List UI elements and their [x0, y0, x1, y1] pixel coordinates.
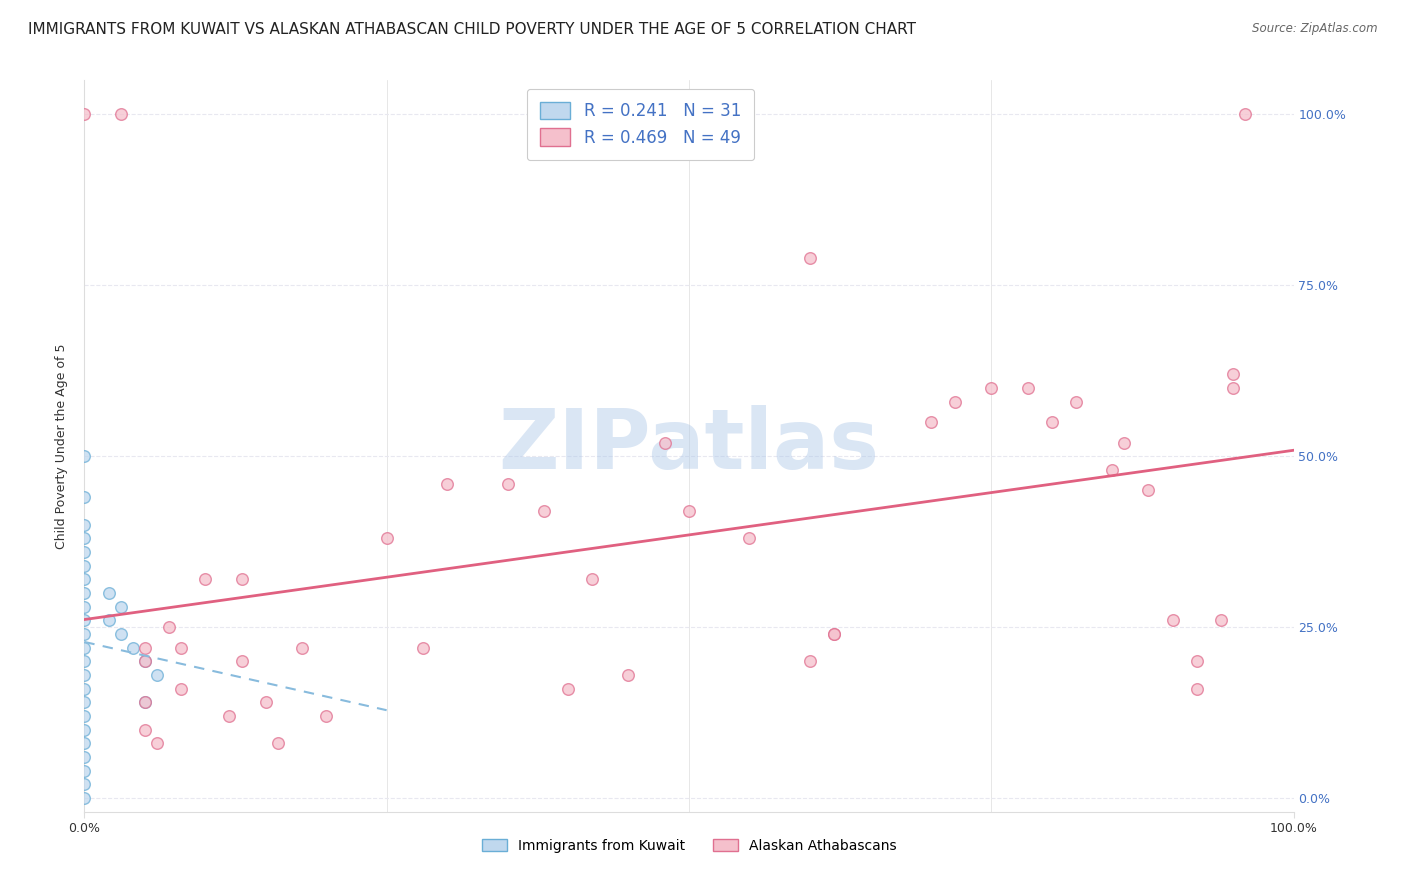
Point [73, 613, 96, 627]
Point [1064, 394, 1087, 409]
Point [315, 709, 337, 723]
Text: ZIPatlas: ZIPatlas [499, 406, 879, 486]
Point [920, 415, 942, 429]
Point [412, 640, 434, 655]
Point [110, 627, 132, 641]
Point [73, 545, 96, 559]
Point [73, 709, 96, 723]
Point [823, 627, 845, 641]
Point [134, 695, 156, 709]
Point [73, 695, 96, 709]
Point [73, 668, 96, 682]
Point [73, 572, 96, 586]
Point [73, 654, 96, 668]
Point [73, 777, 96, 791]
Point [194, 572, 217, 586]
Point [231, 572, 253, 586]
Text: Source: ZipAtlas.com: Source: ZipAtlas.com [1253, 22, 1378, 36]
Point [375, 531, 398, 545]
Point [73, 681, 96, 696]
Point [110, 599, 132, 614]
Point [97, 586, 120, 600]
Point [73, 107, 96, 121]
Point [1101, 463, 1123, 477]
Point [73, 558, 96, 573]
Point [823, 627, 845, 641]
Point [267, 736, 290, 750]
Point [1185, 654, 1208, 668]
Point [157, 620, 180, 634]
Point [617, 668, 640, 682]
Point [654, 435, 676, 450]
Point [134, 640, 156, 655]
Y-axis label: Child Poverty Under the Age of 5: Child Poverty Under the Age of 5 [55, 343, 69, 549]
Point [533, 504, 555, 518]
Point [1040, 415, 1063, 429]
Point [1209, 613, 1232, 627]
Point [254, 695, 277, 709]
Point [73, 490, 96, 504]
Point [73, 736, 96, 750]
Point [73, 599, 96, 614]
Point [73, 764, 96, 778]
Point [678, 504, 700, 518]
Point [110, 107, 132, 121]
Point [73, 586, 96, 600]
Point [980, 381, 1002, 395]
Point [73, 531, 96, 545]
Point [291, 640, 314, 655]
Point [1114, 435, 1136, 450]
Point [1017, 381, 1039, 395]
Point [134, 654, 156, 668]
Point [231, 654, 253, 668]
Point [73, 723, 96, 737]
Point [799, 251, 821, 265]
Point [799, 654, 821, 668]
Point [738, 531, 761, 545]
Point [170, 640, 193, 655]
Point [557, 681, 579, 696]
Point [496, 476, 519, 491]
Legend: Immigrants from Kuwait, Alaskan Athabascans: Immigrants from Kuwait, Alaskan Athabasc… [475, 831, 903, 860]
Point [943, 394, 966, 409]
Point [218, 709, 240, 723]
Point [146, 668, 169, 682]
Point [1185, 681, 1208, 696]
Point [73, 750, 96, 764]
Point [73, 449, 96, 463]
Point [1161, 613, 1184, 627]
Point [134, 654, 156, 668]
Point [581, 572, 603, 586]
Point [146, 736, 169, 750]
Point [1222, 368, 1244, 382]
Point [134, 723, 156, 737]
Text: IMMIGRANTS FROM KUWAIT VS ALASKAN ATHABASCAN CHILD POVERTY UNDER THE AGE OF 5 CO: IMMIGRANTS FROM KUWAIT VS ALASKAN ATHABA… [28, 22, 917, 37]
Point [73, 791, 96, 805]
Point [436, 476, 458, 491]
Point [73, 627, 96, 641]
Point [134, 695, 156, 709]
Point [73, 640, 96, 655]
Point [97, 613, 120, 627]
Point [1137, 483, 1160, 498]
Point [170, 681, 193, 696]
Point [1234, 107, 1257, 121]
Point [121, 640, 143, 655]
Point [1222, 381, 1244, 395]
Point [73, 517, 96, 532]
